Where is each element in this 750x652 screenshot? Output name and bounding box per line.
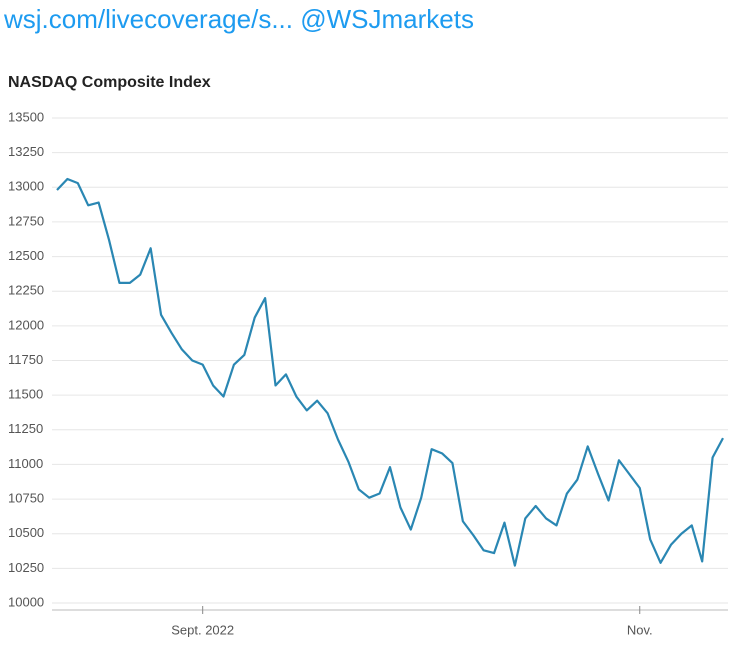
x-tick-label: Nov. (627, 622, 653, 637)
y-tick-label: 10250 (8, 560, 44, 575)
price-line (56, 177, 724, 567)
link-url[interactable]: wsj.com/livecoverage/s... (4, 4, 293, 34)
y-tick-label: 10750 (8, 491, 44, 506)
y-tick-label: 11500 (8, 387, 43, 402)
handle[interactable]: @WSJmarkets (300, 4, 474, 34)
y-tick-label: 11250 (8, 421, 43, 436)
y-tick-label: 11000 (8, 456, 43, 471)
y-tick-label: 12250 (8, 283, 44, 298)
y-tick-label: 13000 (8, 179, 44, 194)
x-tick-label: Sept. 2022 (171, 622, 234, 637)
chart-title: NASDAQ Composite Index (8, 74, 211, 91)
y-tick-label: 12750 (8, 213, 44, 228)
y-tick-label: 13250 (8, 144, 44, 159)
y-tick-label: 12000 (8, 317, 44, 332)
y-tick-label: 12500 (8, 248, 44, 263)
y-tick-label: 10500 (8, 525, 44, 540)
y-tick-label: 11750 (8, 352, 43, 367)
y-tick-label: 13500 (8, 109, 44, 124)
y-tick-label: 10000 (8, 594, 44, 609)
tweet-link[interactable]: wsj.com/livecoverage/s... @WSJmarkets (4, 4, 474, 35)
